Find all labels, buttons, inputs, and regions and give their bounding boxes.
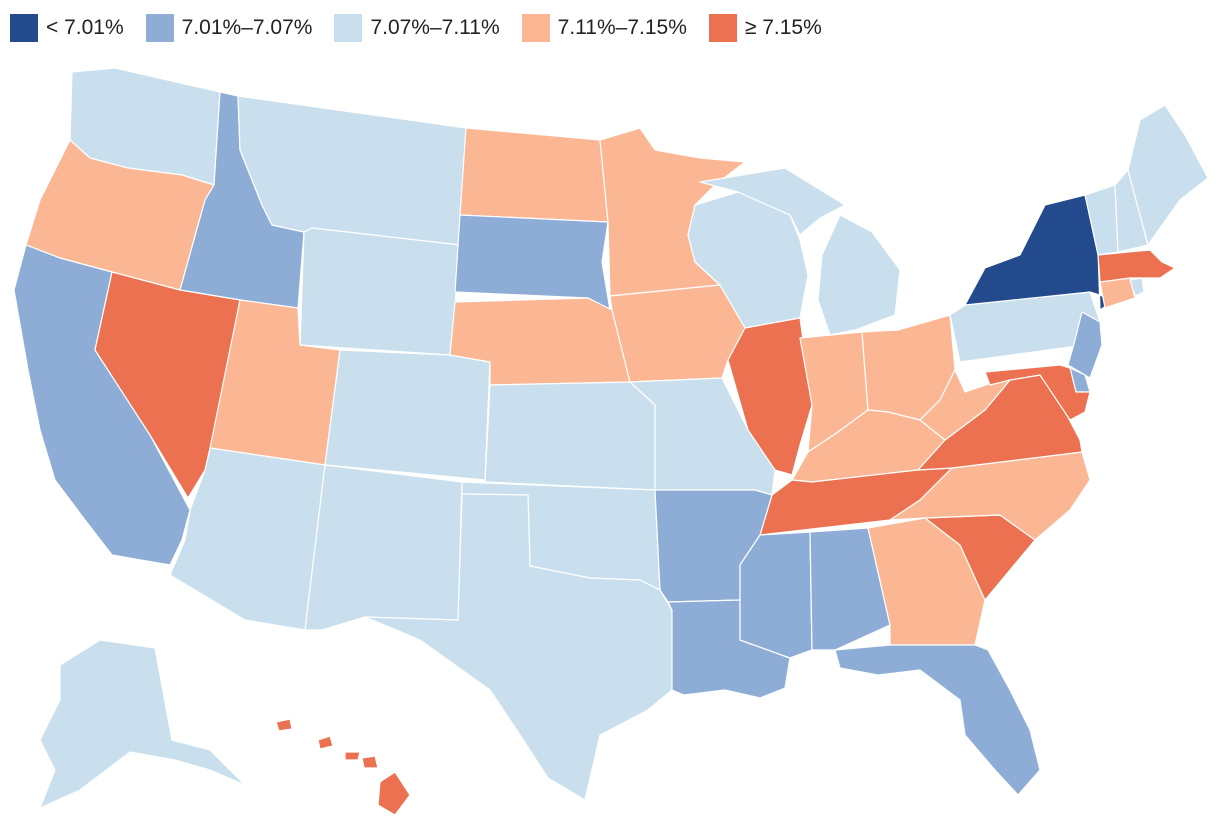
state-texas[interactable] [364,493,673,801]
state-maine[interactable] [1127,104,1209,246]
state-new-jersey[interactable] [1067,311,1103,379]
legend-swatch [334,14,363,42]
legend-swatch [708,14,737,42]
state-kansas[interactable] [484,381,656,491]
legend: < 7.01% 7.01%–7.07% 7.07%–7.11% 7.11%–7.… [10,13,844,43]
legend-swatch [145,14,174,42]
legend-label: 7.07%–7.11% [370,16,500,39]
state-montana[interactable] [237,95,467,246]
legend-item-7-11-7-15: 7.11%–7.15% [521,14,687,42]
legend-label: ≥ 7.15% [744,16,822,39]
state-mississippi[interactable] [739,531,813,659]
state-alaska[interactable] [39,639,246,809]
legend-label: 7.01%–7.07% [181,16,313,39]
state-colorado[interactable] [324,349,491,481]
legend-item-below-7-01: < 7.01% [10,14,124,42]
state-north-carolina[interactable] [889,451,1091,541]
state-florida[interactable] [834,644,1041,796]
state-rhode-island[interactable] [1129,277,1145,297]
state-north-dakota[interactable] [459,127,609,223]
legend-item-above-7-15: ≥ 7.15% [708,14,822,42]
legend-swatch [10,14,38,42]
state-hawaii[interactable] [275,718,411,816]
legend-label: 7.11%–7.15% [557,16,687,39]
state-wyoming[interactable] [299,227,461,356]
state-new-mexico[interactable] [304,464,463,631]
state-alabama[interactable] [809,527,891,651]
state-michigan[interactable] [699,167,901,336]
state-south-dakota[interactable] [454,214,611,311]
state-maryland[interactable] [984,364,1091,421]
legend-label: < 7.01% [46,16,124,39]
state-iowa[interactable] [609,284,746,383]
legend-item-7-01-7-07: 7.01%–7.07% [145,14,313,42]
state-massachusetts[interactable] [1097,249,1176,283]
legend-swatch [521,14,550,42]
state-connecticut[interactable] [1099,277,1136,309]
legend-item-7-07-7-11: 7.07%–7.11% [334,14,500,42]
